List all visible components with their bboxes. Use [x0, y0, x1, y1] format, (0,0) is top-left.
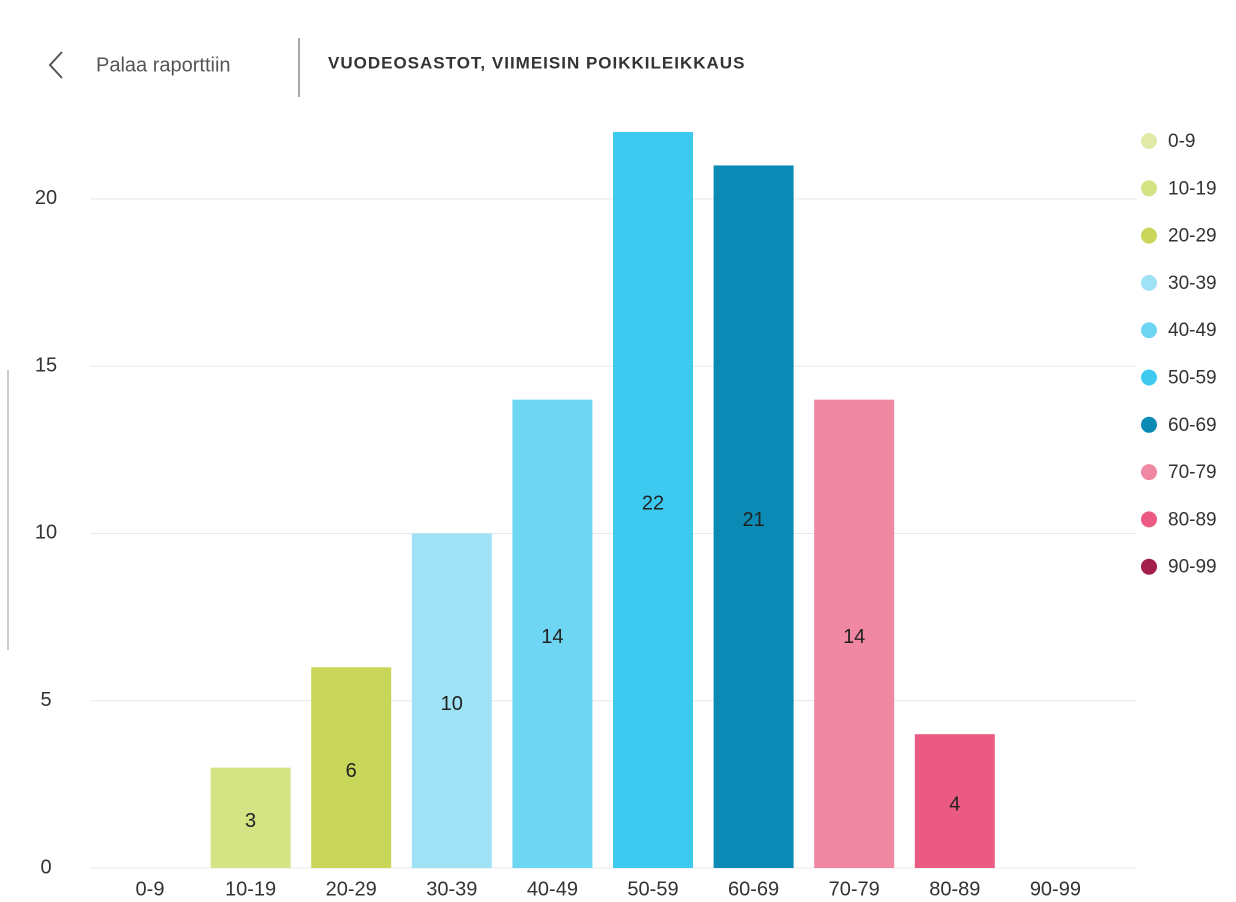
y-tick-label: 10 — [35, 522, 57, 544]
legend-label: 40-49 — [1168, 320, 1217, 341]
bar — [814, 399, 895, 868]
y-tick-label: 20 — [35, 187, 57, 209]
legend-swatch — [1141, 558, 1157, 575]
x-tick-label: 20-29 — [326, 878, 377, 900]
legend-label: 50-59 — [1168, 368, 1217, 389]
back-link[interactable]: Palaa raporttiin — [96, 54, 231, 76]
legend-swatch — [1141, 369, 1157, 386]
y-tick-label: 0 — [40, 856, 51, 878]
legend-label: 60-69 — [1168, 415, 1217, 436]
legend-swatch — [1141, 133, 1157, 149]
legend-label: 90-99 — [1168, 557, 1217, 578]
x-tick-label: 50-59 — [627, 878, 678, 900]
data-label: 10 — [441, 693, 463, 715]
bar — [713, 165, 794, 869]
x-tick-label: 10-19 — [225, 878, 276, 900]
legend-label: 30-39 — [1168, 273, 1217, 294]
x-tick-label: 80-89 — [929, 878, 980, 900]
data-label: 6 — [346, 760, 357, 782]
data-label: 14 — [541, 626, 563, 648]
x-tick-label: 30-39 — [426, 878, 477, 900]
legend-swatch — [1141, 322, 1157, 339]
bar — [411, 533, 492, 868]
legend-swatch — [1141, 227, 1157, 244]
legend-label: 0-9 — [1168, 131, 1195, 152]
back-chevron[interactable] — [48, 51, 63, 79]
legend-label: 70-79 — [1168, 462, 1217, 483]
bar — [512, 399, 593, 868]
legend-label: 20-29 — [1168, 226, 1217, 247]
legend-swatch — [1141, 416, 1157, 433]
legend-swatch — [1141, 180, 1157, 197]
x-tick-label: 60-69 — [728, 878, 779, 900]
x-tick-label: 90-99 — [1030, 878, 1081, 900]
data-label: 14 — [843, 626, 865, 648]
legend-label: 10-19 — [1168, 178, 1217, 199]
y-tick-label: 5 — [40, 689, 51, 711]
bar — [210, 767, 291, 868]
page-title: VUODEOSASTOT, VIIMEISIN POIKKILEIKKAUS — [328, 53, 745, 72]
data-label: 4 — [949, 793, 960, 815]
data-label: 3 — [245, 810, 256, 832]
legend-swatch — [1141, 464, 1157, 481]
legend-swatch — [1141, 511, 1157, 528]
bar — [311, 667, 392, 868]
bar — [613, 132, 693, 868]
x-tick-label: 40-49 — [527, 878, 578, 900]
data-label: 22 — [642, 492, 664, 514]
data-label: 21 — [742, 509, 764, 531]
legend-swatch — [1141, 274, 1157, 291]
x-tick-label: 0-9 — [136, 878, 165, 900]
x-tick-label: 70-79 — [829, 878, 880, 900]
bar — [914, 734, 995, 868]
legend-label: 80-89 — [1168, 509, 1217, 530]
y-tick-label: 15 — [35, 354, 57, 376]
